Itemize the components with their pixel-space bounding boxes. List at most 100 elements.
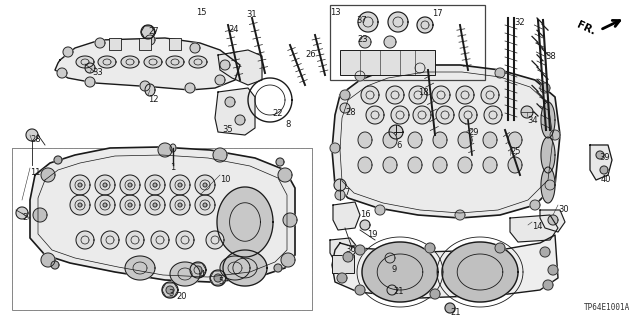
Polygon shape — [386, 86, 404, 104]
Polygon shape — [63, 47, 73, 57]
Polygon shape — [545, 180, 555, 190]
Polygon shape — [153, 183, 157, 187]
Text: 11: 11 — [30, 168, 40, 177]
Polygon shape — [95, 38, 105, 48]
Text: 14: 14 — [532, 222, 543, 231]
Polygon shape — [483, 132, 497, 148]
Polygon shape — [541, 102, 555, 138]
Polygon shape — [541, 167, 555, 203]
Text: 23: 23 — [357, 35, 367, 44]
Text: 34: 34 — [527, 116, 538, 125]
Text: 38: 38 — [545, 52, 556, 61]
Polygon shape — [85, 63, 95, 73]
Polygon shape — [170, 262, 200, 286]
Text: 4: 4 — [200, 270, 205, 279]
Polygon shape — [128, 183, 132, 187]
Polygon shape — [57, 68, 67, 78]
Polygon shape — [383, 157, 397, 173]
Polygon shape — [332, 65, 560, 218]
Text: 16: 16 — [360, 210, 371, 219]
Text: 22: 22 — [272, 109, 282, 118]
Text: 37: 37 — [356, 16, 367, 25]
Polygon shape — [355, 245, 365, 255]
Polygon shape — [185, 83, 195, 93]
Polygon shape — [203, 203, 207, 207]
Polygon shape — [70, 195, 90, 215]
Text: 6: 6 — [396, 141, 401, 150]
Polygon shape — [178, 183, 182, 187]
Polygon shape — [335, 190, 345, 200]
Text: 9: 9 — [392, 265, 397, 274]
Polygon shape — [214, 274, 222, 282]
Polygon shape — [455, 210, 465, 220]
Bar — [332, 255, 354, 273]
Text: 1: 1 — [170, 163, 175, 172]
Polygon shape — [366, 106, 384, 124]
Polygon shape — [358, 157, 372, 173]
Text: 35: 35 — [222, 125, 232, 134]
Polygon shape — [176, 231, 194, 249]
Polygon shape — [55, 38, 240, 90]
Polygon shape — [432, 86, 450, 104]
Polygon shape — [78, 183, 82, 187]
Polygon shape — [484, 106, 502, 124]
Bar — [330, 5, 485, 80]
Polygon shape — [220, 256, 250, 280]
Polygon shape — [190, 43, 200, 53]
Text: 21: 21 — [450, 308, 461, 317]
Bar — [169, 38, 181, 50]
Polygon shape — [510, 215, 558, 242]
Polygon shape — [459, 106, 477, 124]
Polygon shape — [384, 36, 396, 48]
Polygon shape — [334, 179, 346, 191]
Polygon shape — [330, 238, 358, 262]
Polygon shape — [215, 75, 225, 85]
Bar — [340, 50, 435, 75]
Polygon shape — [54, 156, 62, 164]
Polygon shape — [436, 106, 454, 124]
Polygon shape — [355, 285, 365, 295]
Polygon shape — [388, 12, 408, 32]
Polygon shape — [433, 132, 447, 148]
Text: 40: 40 — [601, 175, 611, 184]
Polygon shape — [125, 256, 155, 280]
Polygon shape — [340, 90, 350, 100]
Text: 28: 28 — [345, 108, 356, 117]
Text: 20: 20 — [176, 292, 186, 301]
Polygon shape — [360, 220, 370, 230]
Polygon shape — [145, 84, 155, 96]
Polygon shape — [495, 68, 505, 78]
Polygon shape — [194, 266, 202, 274]
Polygon shape — [415, 63, 425, 73]
Bar — [12, 148, 312, 310]
Polygon shape — [550, 130, 560, 140]
Text: 25: 25 — [510, 147, 520, 156]
Polygon shape — [166, 56, 184, 68]
Polygon shape — [126, 231, 144, 249]
Polygon shape — [26, 129, 38, 141]
Polygon shape — [141, 25, 155, 39]
Polygon shape — [596, 151, 604, 159]
Text: 3: 3 — [168, 289, 173, 298]
Polygon shape — [170, 144, 176, 152]
Polygon shape — [481, 86, 499, 104]
Polygon shape — [16, 207, 28, 219]
Text: 21: 21 — [393, 287, 403, 296]
Polygon shape — [408, 157, 422, 173]
Polygon shape — [540, 83, 550, 93]
Text: 36: 36 — [345, 245, 356, 254]
Polygon shape — [203, 183, 207, 187]
Polygon shape — [33, 208, 47, 222]
Polygon shape — [153, 203, 157, 207]
Polygon shape — [120, 175, 140, 195]
Polygon shape — [206, 231, 224, 249]
Polygon shape — [333, 202, 360, 230]
Polygon shape — [178, 203, 182, 207]
Polygon shape — [530, 200, 540, 210]
Polygon shape — [337, 273, 347, 283]
Polygon shape — [375, 205, 385, 215]
Polygon shape — [121, 56, 139, 68]
Polygon shape — [330, 143, 340, 153]
Polygon shape — [445, 303, 455, 313]
Polygon shape — [145, 35, 155, 45]
